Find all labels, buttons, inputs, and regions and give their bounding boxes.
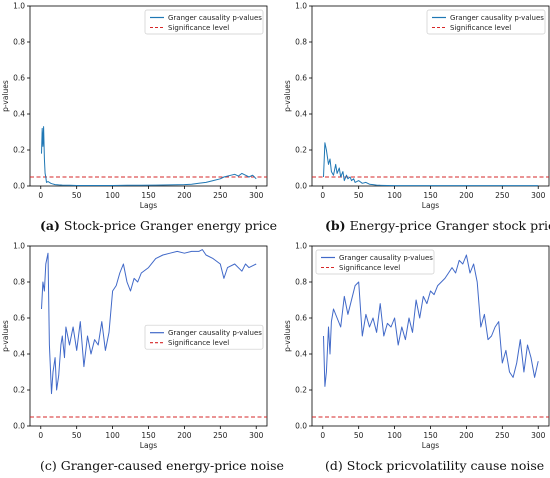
x-tick-label: 0	[38, 191, 43, 200]
legend-label-series: Granger causality p-values	[168, 329, 262, 337]
x-axis-label: Lags	[422, 201, 440, 210]
legend-label-series: Granger causality p-values	[450, 14, 544, 22]
x-axis-label: Lags	[140, 201, 158, 210]
y-tick-label: 0.0	[295, 182, 307, 191]
x-tick-label: 0	[320, 431, 325, 440]
x-tick-label: 200	[459, 191, 474, 200]
x-tick-label: 150	[423, 191, 438, 200]
x-tick-label: 300	[531, 431, 546, 440]
y-axis-label: p-values	[1, 80, 10, 112]
y-tick-label: 0.6	[13, 74, 25, 83]
x-tick-label: 50	[354, 431, 364, 440]
legend-label-significance: Significance level	[168, 24, 229, 32]
legend-box	[426, 9, 546, 35]
x-tick-label: 250	[213, 431, 228, 440]
chart-panel-2: 0 50 100 150 200 250 300 0.0 0.2 0.4 0.6 0.8 1.0 Lags…	[1, 242, 268, 450]
y-tick-label: 0.2	[13, 146, 25, 155]
caption-d: (d) Stock pricvolatility cause noise	[325, 458, 545, 473]
y-tick-label: 0.8	[13, 38, 25, 47]
y-axis-label: p-values	[283, 320, 292, 352]
legend-label-series: Granger causality p-values	[339, 254, 433, 262]
chart-panel-3: 0 50 100 150 200 250 300 0.0 0.2 0.4 0.6 0.8 1.0 Lags…	[283, 242, 550, 450]
caption-b: (b) Energy-price Granger stock price	[325, 218, 550, 233]
legend-box	[144, 9, 264, 35]
series-line-granger	[41, 249, 257, 395]
x-tick-label: 200	[459, 431, 474, 440]
legend-label-series: Granger causality p-values	[168, 14, 262, 22]
legend: Granger causality p-values Significance l…	[426, 9, 546, 35]
y-tick-label: 0.2	[295, 386, 307, 395]
series-line-granger	[323, 142, 539, 187]
caption-c: (c) Granger-caused energy-price noise	[40, 458, 284, 473]
y-tick-label: 0.8	[295, 38, 307, 47]
x-axis-label: Lags	[140, 441, 158, 450]
y-tick-label: 0.2	[13, 386, 25, 395]
x-axis-label: Lags	[422, 441, 440, 450]
y-tick-label: 0.6	[295, 314, 307, 323]
chart-panel-1: 0 50 100 150 200 250 300 0.0 0.2 0.4 0.6 0.8 1.0 Lags…	[283, 2, 550, 210]
y-tick-label: 1.0	[13, 2, 25, 11]
y-tick-label: 0.8	[13, 278, 25, 287]
y-tick-label: 0.8	[295, 278, 307, 287]
legend: Granger causality p-values Significance l…	[315, 249, 435, 275]
series-line-granger	[323, 254, 539, 387]
x-tick-label: 150	[141, 431, 156, 440]
x-tick-label: 0	[320, 191, 325, 200]
x-tick-label: 300	[249, 431, 264, 440]
y-tick-label: 0.4	[13, 110, 25, 119]
y-axis-label: p-values	[1, 320, 10, 352]
y-tick-label: 0.2	[295, 146, 307, 155]
legend-label-significance: Significance level	[450, 24, 511, 32]
x-tick-label: 250	[213, 191, 228, 200]
legend-box	[144, 324, 264, 350]
x-tick-label: 100	[105, 191, 120, 200]
y-tick-label: 0.4	[295, 350, 307, 359]
y-tick-label: 0.6	[13, 314, 25, 323]
y-tick-label: 1.0	[13, 242, 25, 251]
legend: Granger causality p-values Significance l…	[144, 9, 264, 35]
y-tick-label: 0.4	[13, 350, 25, 359]
y-tick-label: 0.0	[13, 182, 25, 191]
series-line-granger	[41, 126, 257, 186]
x-tick-label: 250	[495, 431, 510, 440]
x-tick-label: 200	[177, 191, 192, 200]
y-axis-label: p-values	[283, 80, 292, 112]
x-tick-label: 0	[38, 431, 43, 440]
x-tick-label: 100	[105, 431, 120, 440]
chart-panel-0: 0 50 100 150 200 250 300 0.0 0.2 0.4 0.6 0.8 1.0 Lags…	[1, 2, 268, 210]
x-tick-label: 50	[354, 191, 364, 200]
caption-a: (a) Stock-price Granger energy price	[40, 218, 278, 233]
y-tick-label: 0.4	[295, 110, 307, 119]
y-tick-label: 0.6	[295, 74, 307, 83]
legend-label-significance: Significance level	[168, 339, 229, 347]
y-tick-label: 0.0	[13, 422, 25, 431]
legend-box	[315, 249, 435, 275]
x-tick-label: 150	[423, 431, 438, 440]
x-tick-label: 300	[249, 191, 264, 200]
x-tick-label: 200	[177, 431, 192, 440]
x-tick-label: 250	[495, 191, 510, 200]
x-tick-label: 50	[72, 431, 82, 440]
x-tick-label: 100	[387, 191, 402, 200]
x-tick-label: 100	[387, 431, 402, 440]
legend: Granger causality p-values Significance l…	[144, 324, 264, 350]
y-tick-label: 1.0	[295, 2, 307, 11]
x-tick-label: 150	[141, 191, 156, 200]
y-tick-label: 0.0	[295, 422, 307, 431]
legend-label-significance: Significance level	[339, 264, 400, 272]
y-tick-label: 1.0	[295, 242, 307, 251]
x-tick-label: 300	[531, 191, 546, 200]
x-tick-label: 50	[72, 191, 82, 200]
